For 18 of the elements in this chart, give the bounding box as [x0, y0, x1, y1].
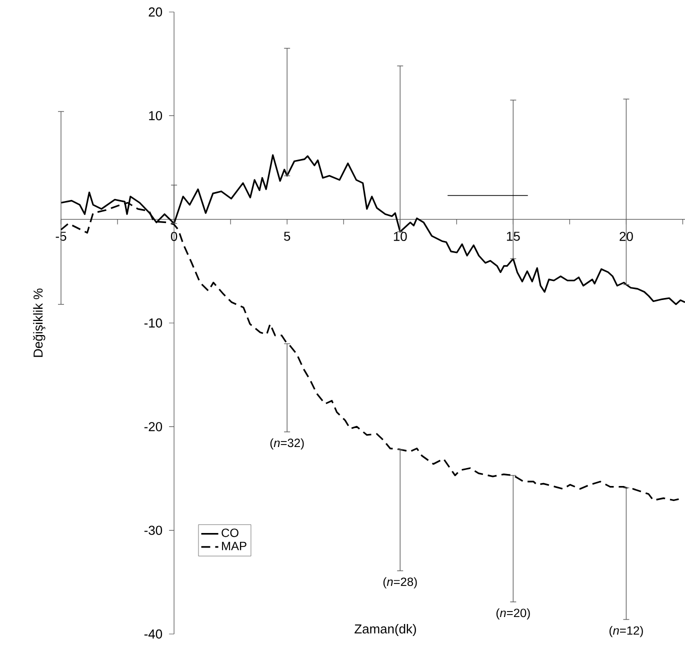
y-tick-label: -30 — [144, 526, 162, 535]
annotation: (n=32) — [270, 438, 304, 450]
x-axis-title: Zaman(dk) — [354, 624, 416, 636]
y-tick-label: -40 — [144, 629, 162, 639]
legend-label: CO — [222, 528, 238, 538]
x-tick-label: 10 — [394, 232, 407, 241]
annotation: (n=28) — [383, 577, 417, 588]
annotation: (n=20) — [496, 608, 530, 620]
y-tick-label: -20 — [144, 422, 162, 432]
annotation: (n=12) — [610, 626, 643, 638]
x-tick-label: 0 — [170, 232, 178, 241]
x-tick-label: -5 — [56, 232, 66, 241]
x-tick-label: 5 — [284, 232, 290, 241]
y-tick-label: 10 — [149, 111, 162, 120]
y-tick-label: 20 — [148, 7, 162, 17]
legend-label: MAP — [222, 542, 246, 550]
y-axis-title: Değişiklik % — [33, 288, 46, 357]
y-tick-label: -10 — [144, 318, 162, 328]
